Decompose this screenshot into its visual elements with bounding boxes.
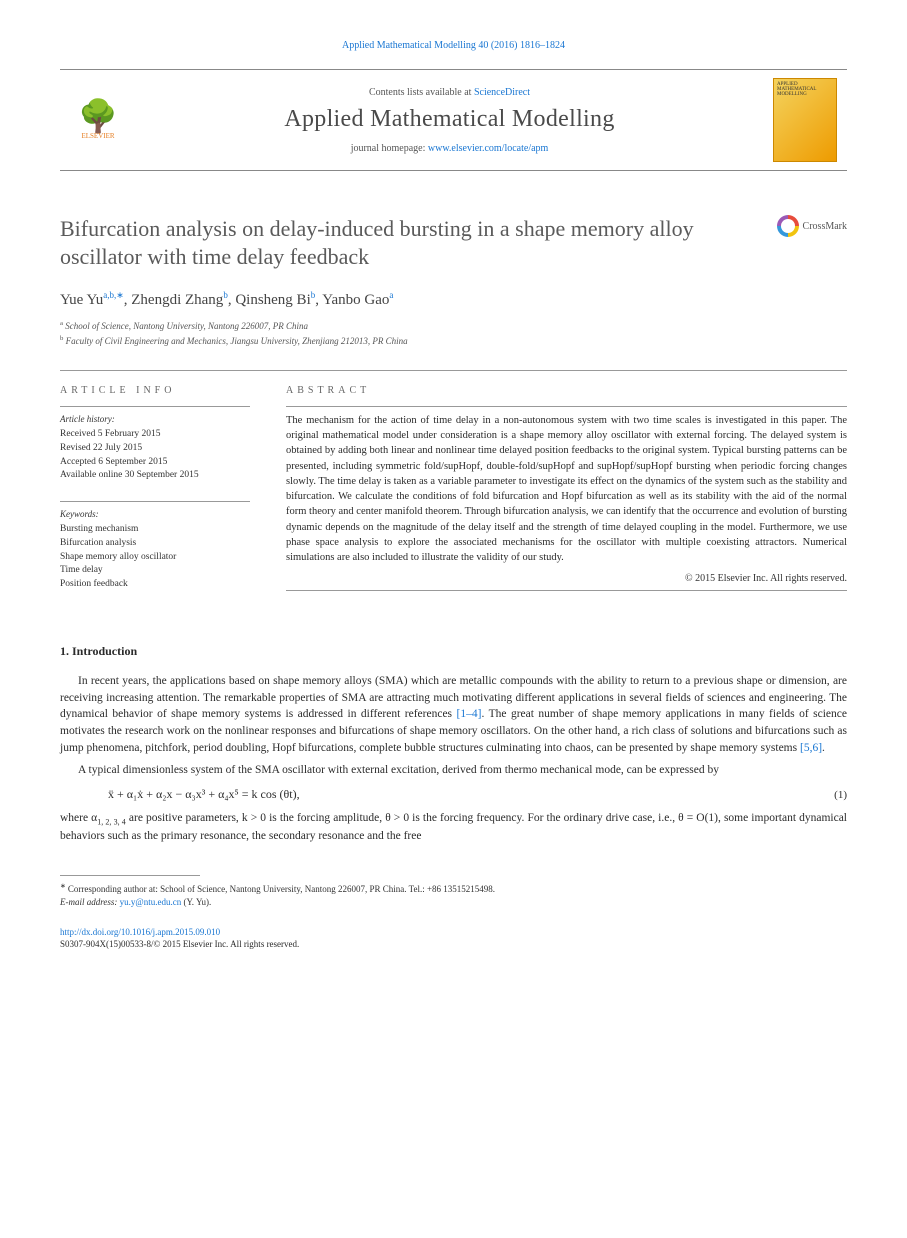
introduction-section: 1. Introduction In recent years, the app… [60, 644, 847, 845]
page-footer: http://dx.doi.org/10.1016/j.apm.2015.09.… [60, 926, 847, 951]
crossmark-icon [777, 215, 799, 237]
article-info-column: ARTICLE INFO Article history: Received 5… [60, 385, 250, 610]
affil-text: School of Science, Nantong University, N… [65, 321, 308, 331]
author: Zhengdi Zhang [131, 292, 223, 308]
crossmark-badge[interactable]: CrossMark [777, 215, 847, 237]
keyword: Bursting mechanism [60, 523, 250, 537]
corr-symbol: ∗ [60, 883, 66, 890]
affil-text: Faculty of Civil Engineering and Mechani… [66, 336, 408, 346]
history-item: Received 5 February 2015 [60, 428, 250, 442]
article-title: Bifurcation analysis on delay-induced bu… [60, 215, 757, 270]
article-info-label: ARTICLE INFO [60, 385, 250, 396]
elsevier-logo: 🌳 ELSEVIER [70, 89, 126, 151]
keyword: Shape memory alloy oscillator [60, 551, 250, 565]
email-label: E-mail address: [60, 897, 120, 907]
article-history-block: Article history: Received 5 February 201… [60, 406, 250, 483]
author: Qinsheng Bi [235, 292, 310, 308]
history-item: Revised 22 July 2015 [60, 442, 250, 456]
author-affil-sup: a [389, 290, 393, 300]
keyword: Position feedback [60, 578, 250, 592]
homepage-link[interactable]: www.elsevier.com/locate/apm [428, 143, 548, 154]
author-affil-sup: a,b,∗ [103, 290, 124, 300]
keyword: Time delay [60, 564, 250, 578]
history-item: Accepted 6 September 2015 [60, 456, 250, 470]
para-text: . [822, 742, 825, 754]
homepage-prefix: journal homepage: [351, 143, 428, 154]
email-line: E-mail address: yu.y@ntu.edu.cn (Y. Yu). [60, 896, 847, 910]
paragraph: where α1, 2, 3, 4 are positive parameter… [60, 810, 847, 845]
email-link[interactable]: yu.y@ntu.edu.cn [120, 897, 182, 907]
author-affil-sup: b [223, 290, 228, 300]
journal-cover-thumbnail: APPLIED MATHEMATICAL MODELLING [773, 78, 837, 162]
para-text: are positive parameters, k > 0 is the fo… [60, 812, 847, 842]
elsevier-tree-icon: 🌳 [78, 100, 118, 132]
affiliations: a School of Science, Nantong University,… [60, 319, 847, 348]
subscript: 1, 2, 3, 4 [97, 817, 126, 826]
crossmark-label: CrossMark [803, 221, 847, 232]
citation-link[interactable]: [1–4] [457, 708, 482, 720]
abstract-copyright: © 2015 Elsevier Inc. All rights reserved… [286, 573, 847, 584]
corr-text: Corresponding author at: School of Scien… [68, 884, 495, 894]
journal-header: 🌳 ELSEVIER Contents lists available at S… [60, 69, 847, 171]
contents-prefix: Contents lists available at [369, 87, 474, 98]
affil-sup: b [60, 335, 63, 342]
email-suffix: (Y. Yu). [181, 897, 211, 907]
keyword: Bifurcation analysis [60, 537, 250, 551]
citation-line: Applied Mathematical Modelling 40 (2016)… [60, 40, 847, 51]
homepage-line: journal homepage: www.elsevier.com/locat… [140, 143, 759, 154]
issn-copyright-line: S0307-904X(15)00533-8/© 2015 Elsevier In… [60, 938, 847, 951]
abstract-column: ABSTRACT The mechanism for the action of… [286, 385, 847, 610]
affiliation: a School of Science, Nantong University,… [60, 319, 847, 334]
abstract-label: ABSTRACT [286, 385, 847, 396]
footnote-rule [60, 875, 200, 876]
author-affil-sup: b [311, 290, 316, 300]
abstract-text: The mechanism for the action of time del… [286, 406, 847, 565]
equation-row: ẍ + α₁ẋ + α₂x − α₃x³ + α₄x⁵ = k cos (θt)… [108, 787, 847, 802]
sciencedirect-link[interactable]: ScienceDirect [474, 87, 530, 98]
author: Yanbo Gao [322, 292, 389, 308]
author: Yue Yu [60, 292, 103, 308]
doi-link[interactable]: http://dx.doi.org/10.1016/j.apm.2015.09.… [60, 927, 220, 937]
affiliation: b Faculty of Civil Engineering and Mecha… [60, 334, 847, 349]
paragraph: A typical dimensionless system of the SM… [60, 762, 847, 779]
authors-line: Yue Yua,b,∗, Zhengdi Zhangb, Qinsheng Bi… [60, 290, 847, 309]
equation-number: (1) [834, 789, 847, 801]
publisher-name: ELSEVIER [81, 132, 114, 140]
affil-sup: a [60, 320, 63, 327]
header-center: Contents lists available at ScienceDirec… [140, 87, 759, 154]
citation-link[interactable]: [5,6] [800, 742, 822, 754]
journal-name: Applied Mathematical Modelling [140, 106, 759, 133]
divider [286, 590, 847, 591]
keywords-block: Keywords: Bursting mechanism Bifurcation… [60, 501, 250, 592]
paragraph: In recent years, the applications based … [60, 673, 847, 756]
corresponding-author-note: ∗ Corresponding author at: School of Sci… [60, 882, 847, 897]
history-label: Article history: [60, 413, 250, 426]
history-item: Available online 30 September 2015 [60, 469, 250, 483]
equation: ẍ + α₁ẋ + α₂x − α₃x³ + α₄x⁵ = k cos (θt)… [108, 787, 834, 802]
contents-available-line: Contents lists available at ScienceDirec… [140, 87, 759, 98]
para-text: where α [60, 812, 97, 824]
divider [60, 370, 847, 371]
section-heading: 1. Introduction [60, 644, 847, 659]
footnotes: ∗ Corresponding author at: School of Sci… [60, 882, 847, 910]
keywords-label: Keywords: [60, 508, 250, 521]
